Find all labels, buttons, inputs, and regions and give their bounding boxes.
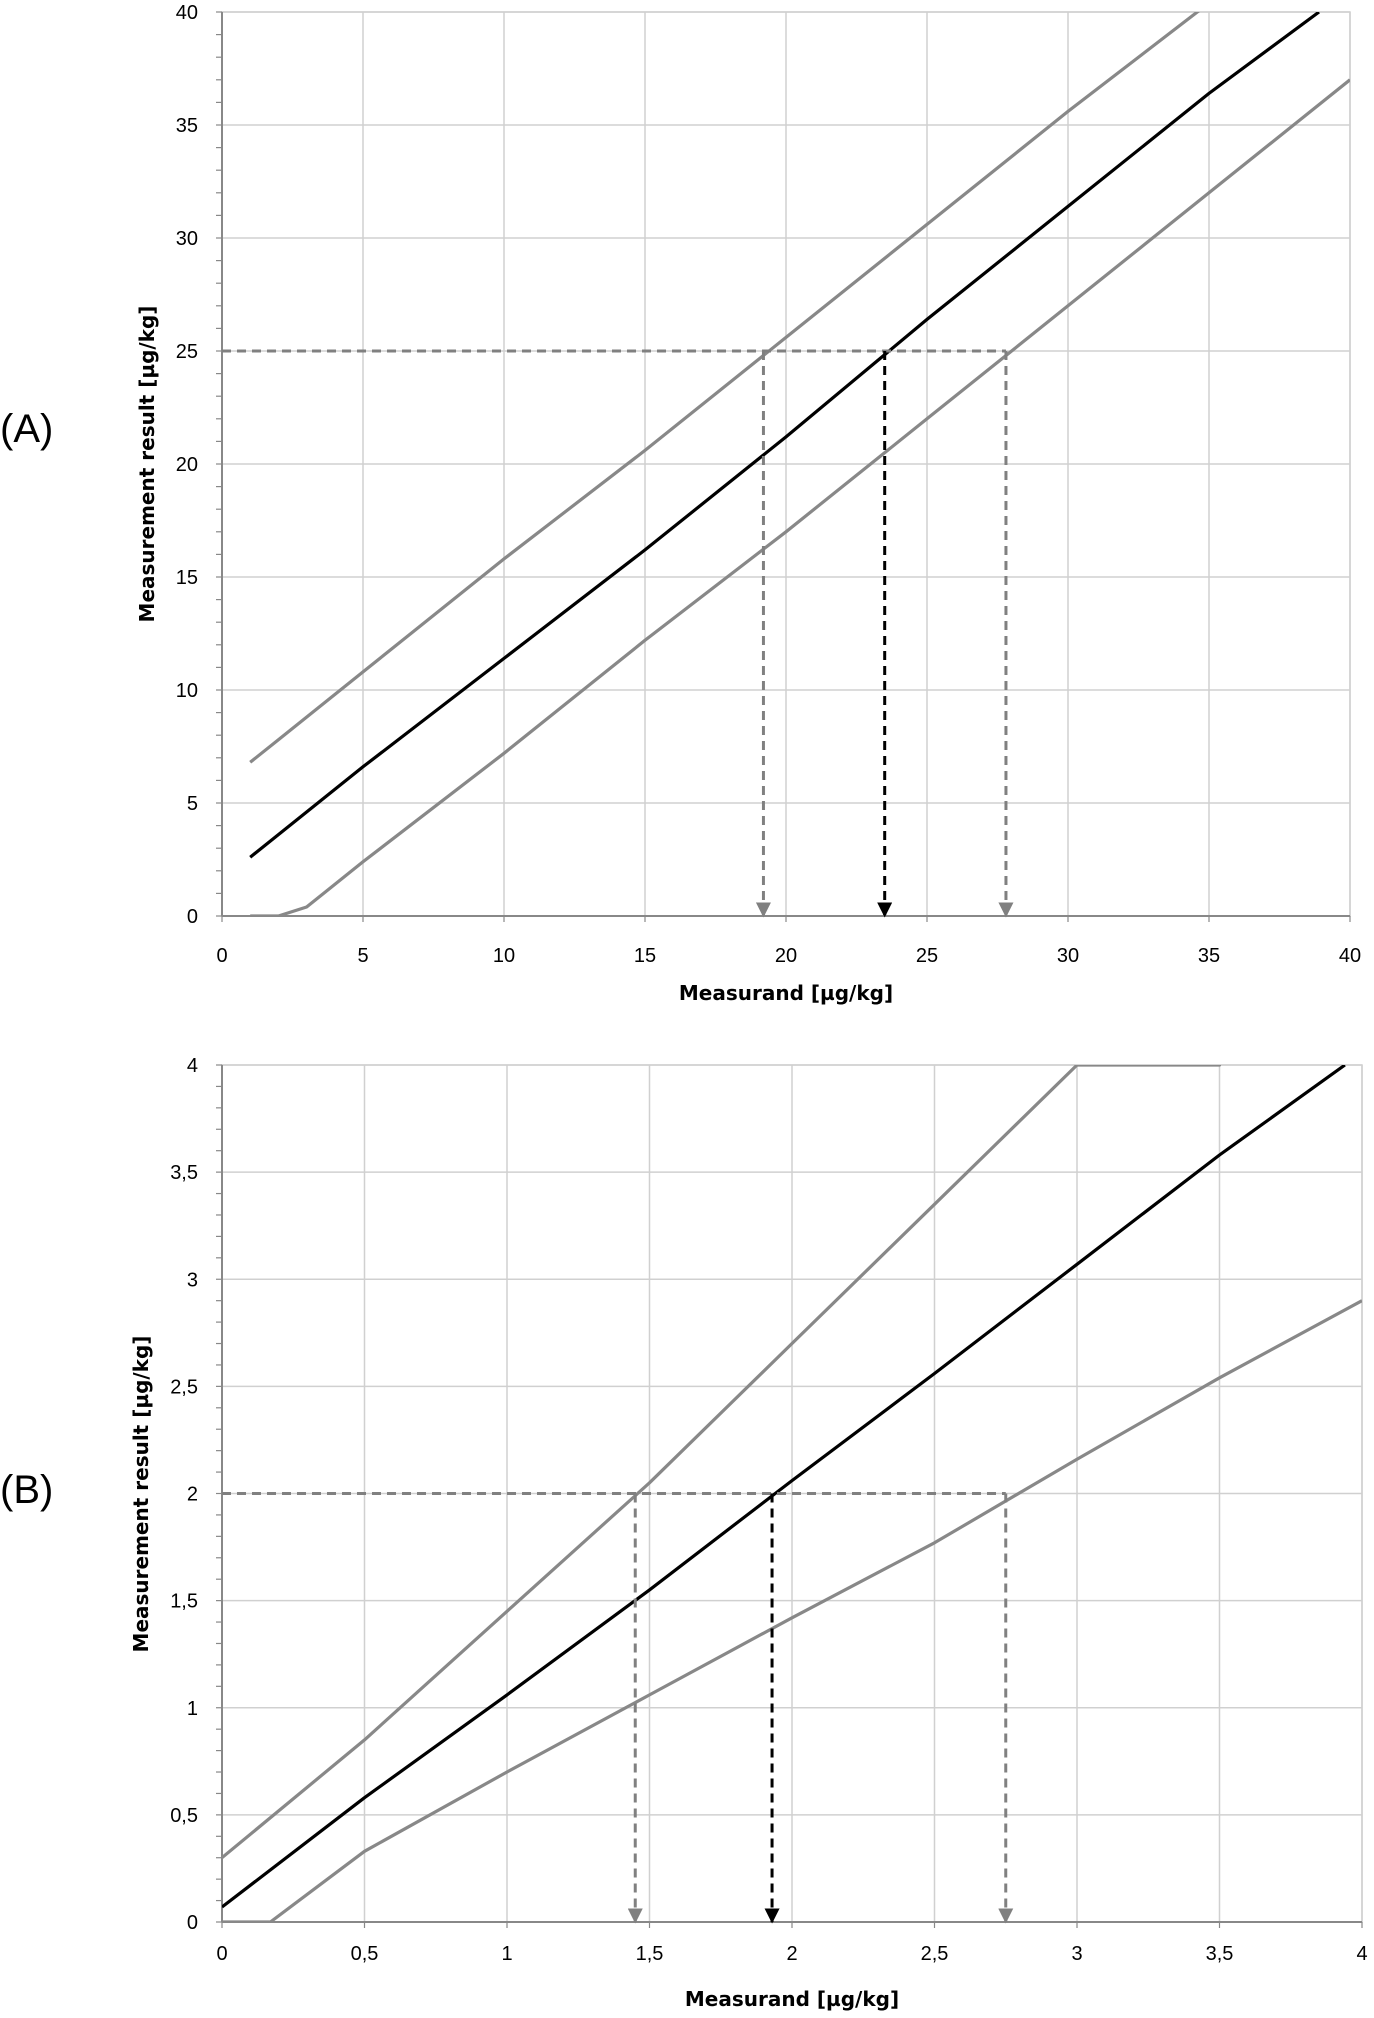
- y-tick-label: 1: [187, 1698, 198, 1720]
- x-tick-label: 5: [357, 945, 368, 967]
- chart-panel-a: (A) 0 5 10 15 20 25 30 35 40 0 5 10 15 20 25 30 35 40 Me…: [0, 2, 1361, 1005]
- y-tick-labels: 0 0,5 1 1,5 2 2,5 3 3,5 4: [170, 1055, 198, 1934]
- x-axis-title: Measurand [µg/kg]: [679, 981, 893, 1005]
- y-tick-label: 10: [176, 680, 198, 702]
- y-axis-title: Measurement result [µg/kg]: [129, 1336, 153, 1653]
- y-tick-label: 3: [187, 1269, 198, 1291]
- series-group: [249, 12, 1350, 916]
- x-tick-label: 2: [786, 1943, 797, 1965]
- y-tick-label: 0: [187, 1912, 198, 1934]
- x-tick-label: 0,5: [351, 1943, 379, 1965]
- series-line-lower: [222, 1299, 1362, 1922]
- y-tick-label: 5: [187, 793, 198, 815]
- x-tick-label: 0: [216, 1943, 227, 1965]
- x-tick-label: 10: [493, 945, 515, 967]
- series-group: [222, 1065, 1362, 1922]
- y-tick-label: 0: [187, 906, 198, 928]
- y-tick-label: 25: [176, 341, 198, 363]
- series-line-lower: [250, 78, 1350, 916]
- y-tick-label: 4: [187, 1055, 198, 1077]
- y-tick-label: 20: [176, 454, 198, 476]
- reference-lines: [222, 349, 1014, 918]
- y-minor-ticks: [216, 1064, 1363, 1928]
- x-tick-label: 15: [634, 945, 656, 967]
- series-line-central: [249, 12, 1320, 859]
- grid: [222, 11, 1351, 916]
- y-tick-label: 2,5: [170, 1376, 198, 1398]
- series-line-upper: [222, 1065, 1222, 1859]
- y-minor-ticks: [216, 11, 1351, 922]
- x-tick-label: 20: [775, 945, 797, 967]
- y-tick-label: 30: [176, 228, 198, 250]
- y-tick-label: 40: [176, 2, 198, 24]
- x-tick-label: 1,5: [636, 1943, 664, 1965]
- y-tick-label: 2: [187, 1484, 198, 1506]
- x-tick-label: 3,5: [1206, 1943, 1234, 1965]
- x-axis-title: Measurand [µg/kg]: [685, 1987, 899, 2011]
- panel-label: (B): [0, 1468, 53, 1512]
- x-tick-label: 0: [216, 945, 227, 967]
- x-tick-label: 4: [1356, 1943, 1367, 1965]
- x-tick-label: 40: [1339, 945, 1361, 967]
- panel-label: (A): [0, 407, 53, 451]
- chart-panel-b: (B) 0 0,5 1 1,5 2 2,5 3 3,5 4 00,511,522,533,54 …: [0, 1055, 1368, 2011]
- x-tick-labels: 0 5 10 15 20 25 30 35 40: [216, 945, 1361, 967]
- y-tick-label: 15: [176, 567, 198, 589]
- y-tick-labels: 0 5 10 15 20 25 30 35 40: [176, 2, 198, 928]
- reference-lines: [222, 1492, 1014, 1924]
- x-tick-label: 30: [1057, 945, 1079, 967]
- series-line-central: [222, 1065, 1346, 1909]
- y-tick-label: 35: [176, 115, 198, 137]
- y-tick-label: 0,5: [170, 1805, 198, 1827]
- x-tick-labels: 0 0,5 1 1,5 2 2,5 3 3,5 4: [216, 1943, 1367, 1965]
- x-tick-label: 35: [1198, 945, 1220, 967]
- y-tick-label: 3,5: [170, 1162, 198, 1184]
- y-tick-label: 1,5: [170, 1591, 198, 1613]
- series-line-upper: [249, 12, 1200, 764]
- x-tick-label: 25: [916, 945, 938, 967]
- x-tick-label: 2,5: [921, 1943, 949, 1965]
- y-axis-title: Measurement result [µg/kg]: [135, 306, 159, 623]
- x-tick-label: 1: [501, 1943, 512, 1965]
- x-tick-label: 3: [1071, 1943, 1082, 1965]
